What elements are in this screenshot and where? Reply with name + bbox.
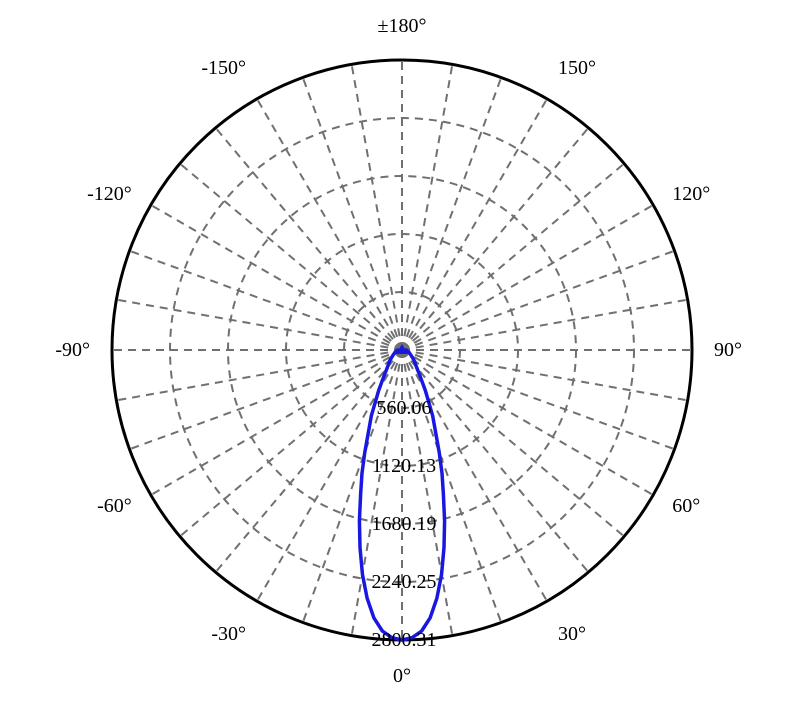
angle-label: ±180° — [378, 15, 427, 37]
angle-label: 120° — [672, 183, 710, 205]
angle-label: 150° — [558, 57, 596, 79]
radial-label: 2800.31 — [372, 629, 437, 651]
angle-label: -60° — [97, 495, 132, 517]
angle-label: -30° — [211, 623, 246, 645]
polar-chart: ±180° 150° 120° 90° 60° 30° 0° -30° -60° -90° -120… — [0, 0, 805, 709]
angle-label: 90° — [714, 339, 742, 361]
angle-label: -150° — [201, 57, 246, 79]
grid-spoke — [303, 77, 402, 350]
radial-label: 2240.25 — [372, 571, 437, 593]
radial-label: 560.06 — [377, 397, 432, 419]
radial-label: 1120.13 — [372, 455, 436, 477]
angle-label: -120° — [87, 183, 132, 205]
angle-label: -90° — [55, 339, 90, 361]
angle-label: 30° — [558, 623, 586, 645]
angle-label: 60° — [672, 495, 700, 517]
angle-label: 0° — [393, 665, 411, 687]
radial-label: 1680.19 — [372, 513, 437, 535]
grid-spoke — [129, 350, 402, 449]
